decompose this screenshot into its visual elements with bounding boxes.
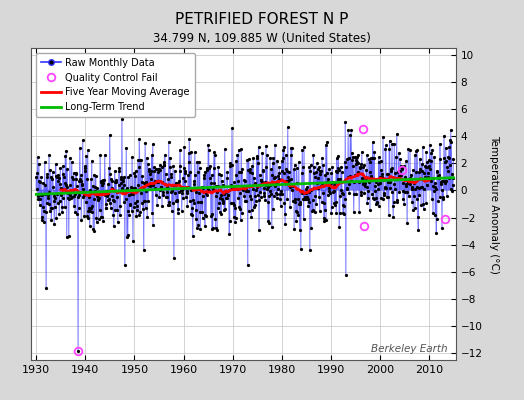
Text: PETRIFIED FOREST N P: PETRIFIED FOREST N P [176, 12, 348, 27]
Text: Berkeley Earth: Berkeley Earth [371, 344, 447, 354]
Text: 34.799 N, 109.885 W (United States): 34.799 N, 109.885 W (United States) [153, 32, 371, 45]
Y-axis label: Temperature Anomaly (°C): Temperature Anomaly (°C) [489, 134, 499, 274]
Legend: Raw Monthly Data, Quality Control Fail, Five Year Moving Average, Long-Term Tren: Raw Monthly Data, Quality Control Fail, … [36, 53, 195, 117]
